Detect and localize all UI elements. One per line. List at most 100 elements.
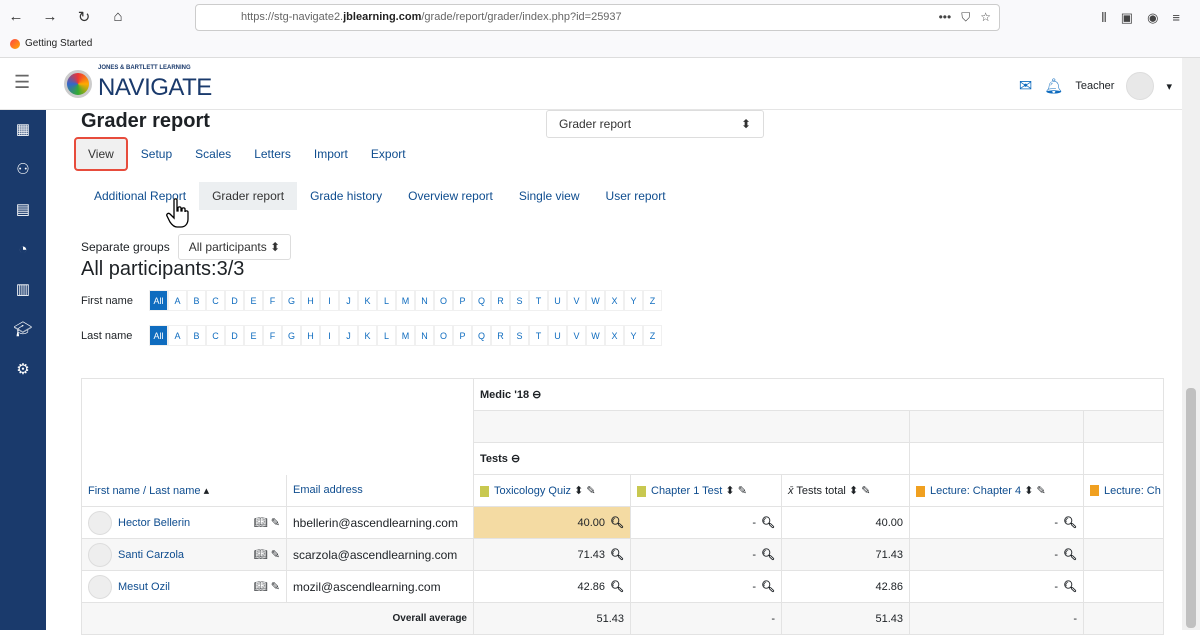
- zoom-icon[interactable]: 🔍︎: [610, 581, 624, 593]
- initial-p[interactable]: P: [453, 290, 472, 311]
- bell-icon[interactable]: 🔔︎: [1044, 78, 1064, 95]
- gear-icon[interactable]: ⚙: [16, 361, 30, 378]
- initial-s[interactable]: S: [510, 325, 529, 346]
- edit-icon[interactable]: ✎: [737, 485, 747, 497]
- subtab-grader-report[interactable]: Grader report: [199, 182, 298, 210]
- initial-a[interactable]: A: [168, 325, 187, 346]
- initial-i[interactable]: I: [320, 290, 339, 311]
- user-report-icon[interactable]: 📖︎: [253, 517, 268, 529]
- gauge-icon[interactable]: ◔: [18, 241, 28, 258]
- collapse-icon[interactable]: ⊖: [532, 389, 542, 401]
- initial-o[interactable]: O: [434, 290, 453, 311]
- user-report-icon[interactable]: 📖︎: [253, 549, 268, 561]
- initial-w[interactable]: W: [586, 325, 605, 346]
- grade-cell[interactable]: 71.43 🔍︎: [473, 538, 631, 571]
- sort-email-link[interactable]: Email address: [286, 474, 474, 507]
- initial-q[interactable]: Q: [472, 290, 491, 311]
- zoom-icon[interactable]: 🔍︎: [1063, 581, 1077, 593]
- sort-icon[interactable]: ⬍: [848, 485, 859, 497]
- tab-view[interactable]: View: [74, 137, 128, 171]
- initial-l[interactable]: L: [377, 290, 396, 311]
- item-lecture-chapter-4[interactable]: Lecture: Chapter 4: [930, 485, 1022, 497]
- zoom-icon[interactable]: 🔍︎: [610, 517, 624, 529]
- library-icon[interactable]: ⫴: [1101, 10, 1107, 25]
- initial-m[interactable]: M: [396, 290, 415, 311]
- initial-e[interactable]: E: [244, 290, 263, 311]
- star-icon[interactable]: ☆: [980, 10, 991, 24]
- initial-x[interactable]: X: [605, 290, 624, 311]
- edit-icon[interactable]: ✎: [270, 517, 280, 529]
- initial-n[interactable]: N: [415, 290, 434, 311]
- initial-w[interactable]: W: [586, 290, 605, 311]
- report-select[interactable]: Grader report ⬍: [546, 110, 764, 138]
- user-avatar[interactable]: [1126, 72, 1155, 100]
- grade-cell[interactable]: 42.86 🔍︎: [473, 570, 631, 603]
- edit-icon[interactable]: ✎: [270, 581, 280, 593]
- tab-export[interactable]: Export: [370, 147, 406, 161]
- grade-cell[interactable]: - 🔍︎: [909, 506, 1084, 539]
- graduation-cap-icon[interactable]: 🎓︎: [13, 321, 33, 338]
- edit-icon[interactable]: ✎: [270, 549, 280, 561]
- zoom-icon[interactable]: 🔍︎: [1063, 549, 1077, 561]
- initial-f[interactable]: F: [263, 325, 282, 346]
- item-toxicology-quiz[interactable]: Toxicology Quiz: [494, 485, 572, 497]
- student-name-link[interactable]: Mesut Ozil: [118, 580, 170, 593]
- page-scrollbar[interactable]: [1182, 58, 1200, 630]
- back-icon[interactable]: ←: [8, 8, 24, 25]
- initial-s[interactable]: S: [510, 290, 529, 311]
- tab-letters[interactable]: Letters: [254, 147, 291, 161]
- initial-t[interactable]: T: [529, 325, 548, 346]
- sort-icon[interactable]: ⬍: [725, 485, 735, 497]
- subtab-user-report[interactable]: User report: [605, 189, 666, 203]
- initial-c[interactable]: C: [206, 325, 225, 346]
- caret-down-icon[interactable]: ▾: [1166, 80, 1172, 93]
- collapse-icon[interactable]: ⊖: [510, 453, 521, 465]
- pocket-icon[interactable]: ⛉: [961, 10, 971, 24]
- initial-v[interactable]: V: [567, 325, 586, 346]
- edit-icon[interactable]: ✎: [1036, 485, 1046, 497]
- initial-c[interactable]: C: [206, 290, 225, 311]
- initial-r[interactable]: R: [491, 325, 510, 346]
- forward-icon[interactable]: →: [42, 8, 58, 25]
- subtab-grade-history[interactable]: Grade history: [310, 189, 383, 203]
- sort-name-link[interactable]: First name / Last name: [88, 484, 201, 497]
- tab-import[interactable]: Import: [313, 147, 348, 161]
- student-name-link[interactable]: Hector Bellerin: [118, 516, 191, 529]
- initial-all[interactable]: All: [149, 325, 168, 346]
- initial-q[interactable]: Q: [472, 325, 491, 346]
- groups-select[interactable]: All participants ⬍: [177, 234, 292, 260]
- initial-m[interactable]: M: [396, 325, 415, 346]
- initial-j[interactable]: J: [339, 290, 358, 311]
- initial-u[interactable]: U: [548, 290, 567, 311]
- user-name[interactable]: Teacher: [1075, 80, 1115, 92]
- initial-b[interactable]: B: [187, 325, 206, 346]
- grade-cell[interactable]: 40.00: [781, 506, 910, 539]
- address-bar[interactable]: https://stg-navigate2.jblearning.com/gra…: [195, 4, 1000, 31]
- item-chapter-1-test[interactable]: Chapter 1 Test: [651, 485, 723, 497]
- bookmark-getting-started[interactable]: Getting Started: [10, 38, 92, 49]
- grade-cell[interactable]: - 🔍︎: [630, 570, 782, 603]
- zoom-icon[interactable]: 🔍︎: [761, 517, 775, 529]
- initial-o[interactable]: O: [434, 325, 453, 346]
- initial-t[interactable]: T: [529, 290, 548, 311]
- initial-f[interactable]: F: [263, 290, 282, 311]
- sidebar-icon[interactable]: ▣: [1120, 10, 1134, 25]
- initial-d[interactable]: D: [225, 290, 244, 311]
- subtab-overview-report[interactable]: Overview report: [408, 189, 493, 203]
- edit-icon[interactable]: ✎: [586, 485, 596, 497]
- initial-b[interactable]: B: [187, 290, 206, 311]
- initial-v[interactable]: V: [567, 290, 586, 311]
- grade-cell[interactable]: 42.86: [781, 570, 910, 603]
- calendar-icon[interactable]: ▥: [15, 281, 31, 298]
- initial-l[interactable]: L: [377, 325, 396, 346]
- initial-y[interactable]: Y: [624, 325, 643, 346]
- initial-k[interactable]: K: [358, 290, 377, 311]
- initial-u[interactable]: U: [548, 325, 567, 346]
- grade-cell[interactable]: 40.00 🔍︎: [473, 506, 631, 539]
- reload-icon[interactable]: ↻: [77, 9, 91, 26]
- initial-j[interactable]: J: [339, 325, 358, 346]
- initial-d[interactable]: D: [225, 325, 244, 346]
- grade-cell[interactable]: - 🔍︎: [630, 538, 782, 571]
- student-name-link[interactable]: Santi Carzola: [118, 548, 185, 561]
- subtab-single-view[interactable]: Single view: [518, 189, 580, 203]
